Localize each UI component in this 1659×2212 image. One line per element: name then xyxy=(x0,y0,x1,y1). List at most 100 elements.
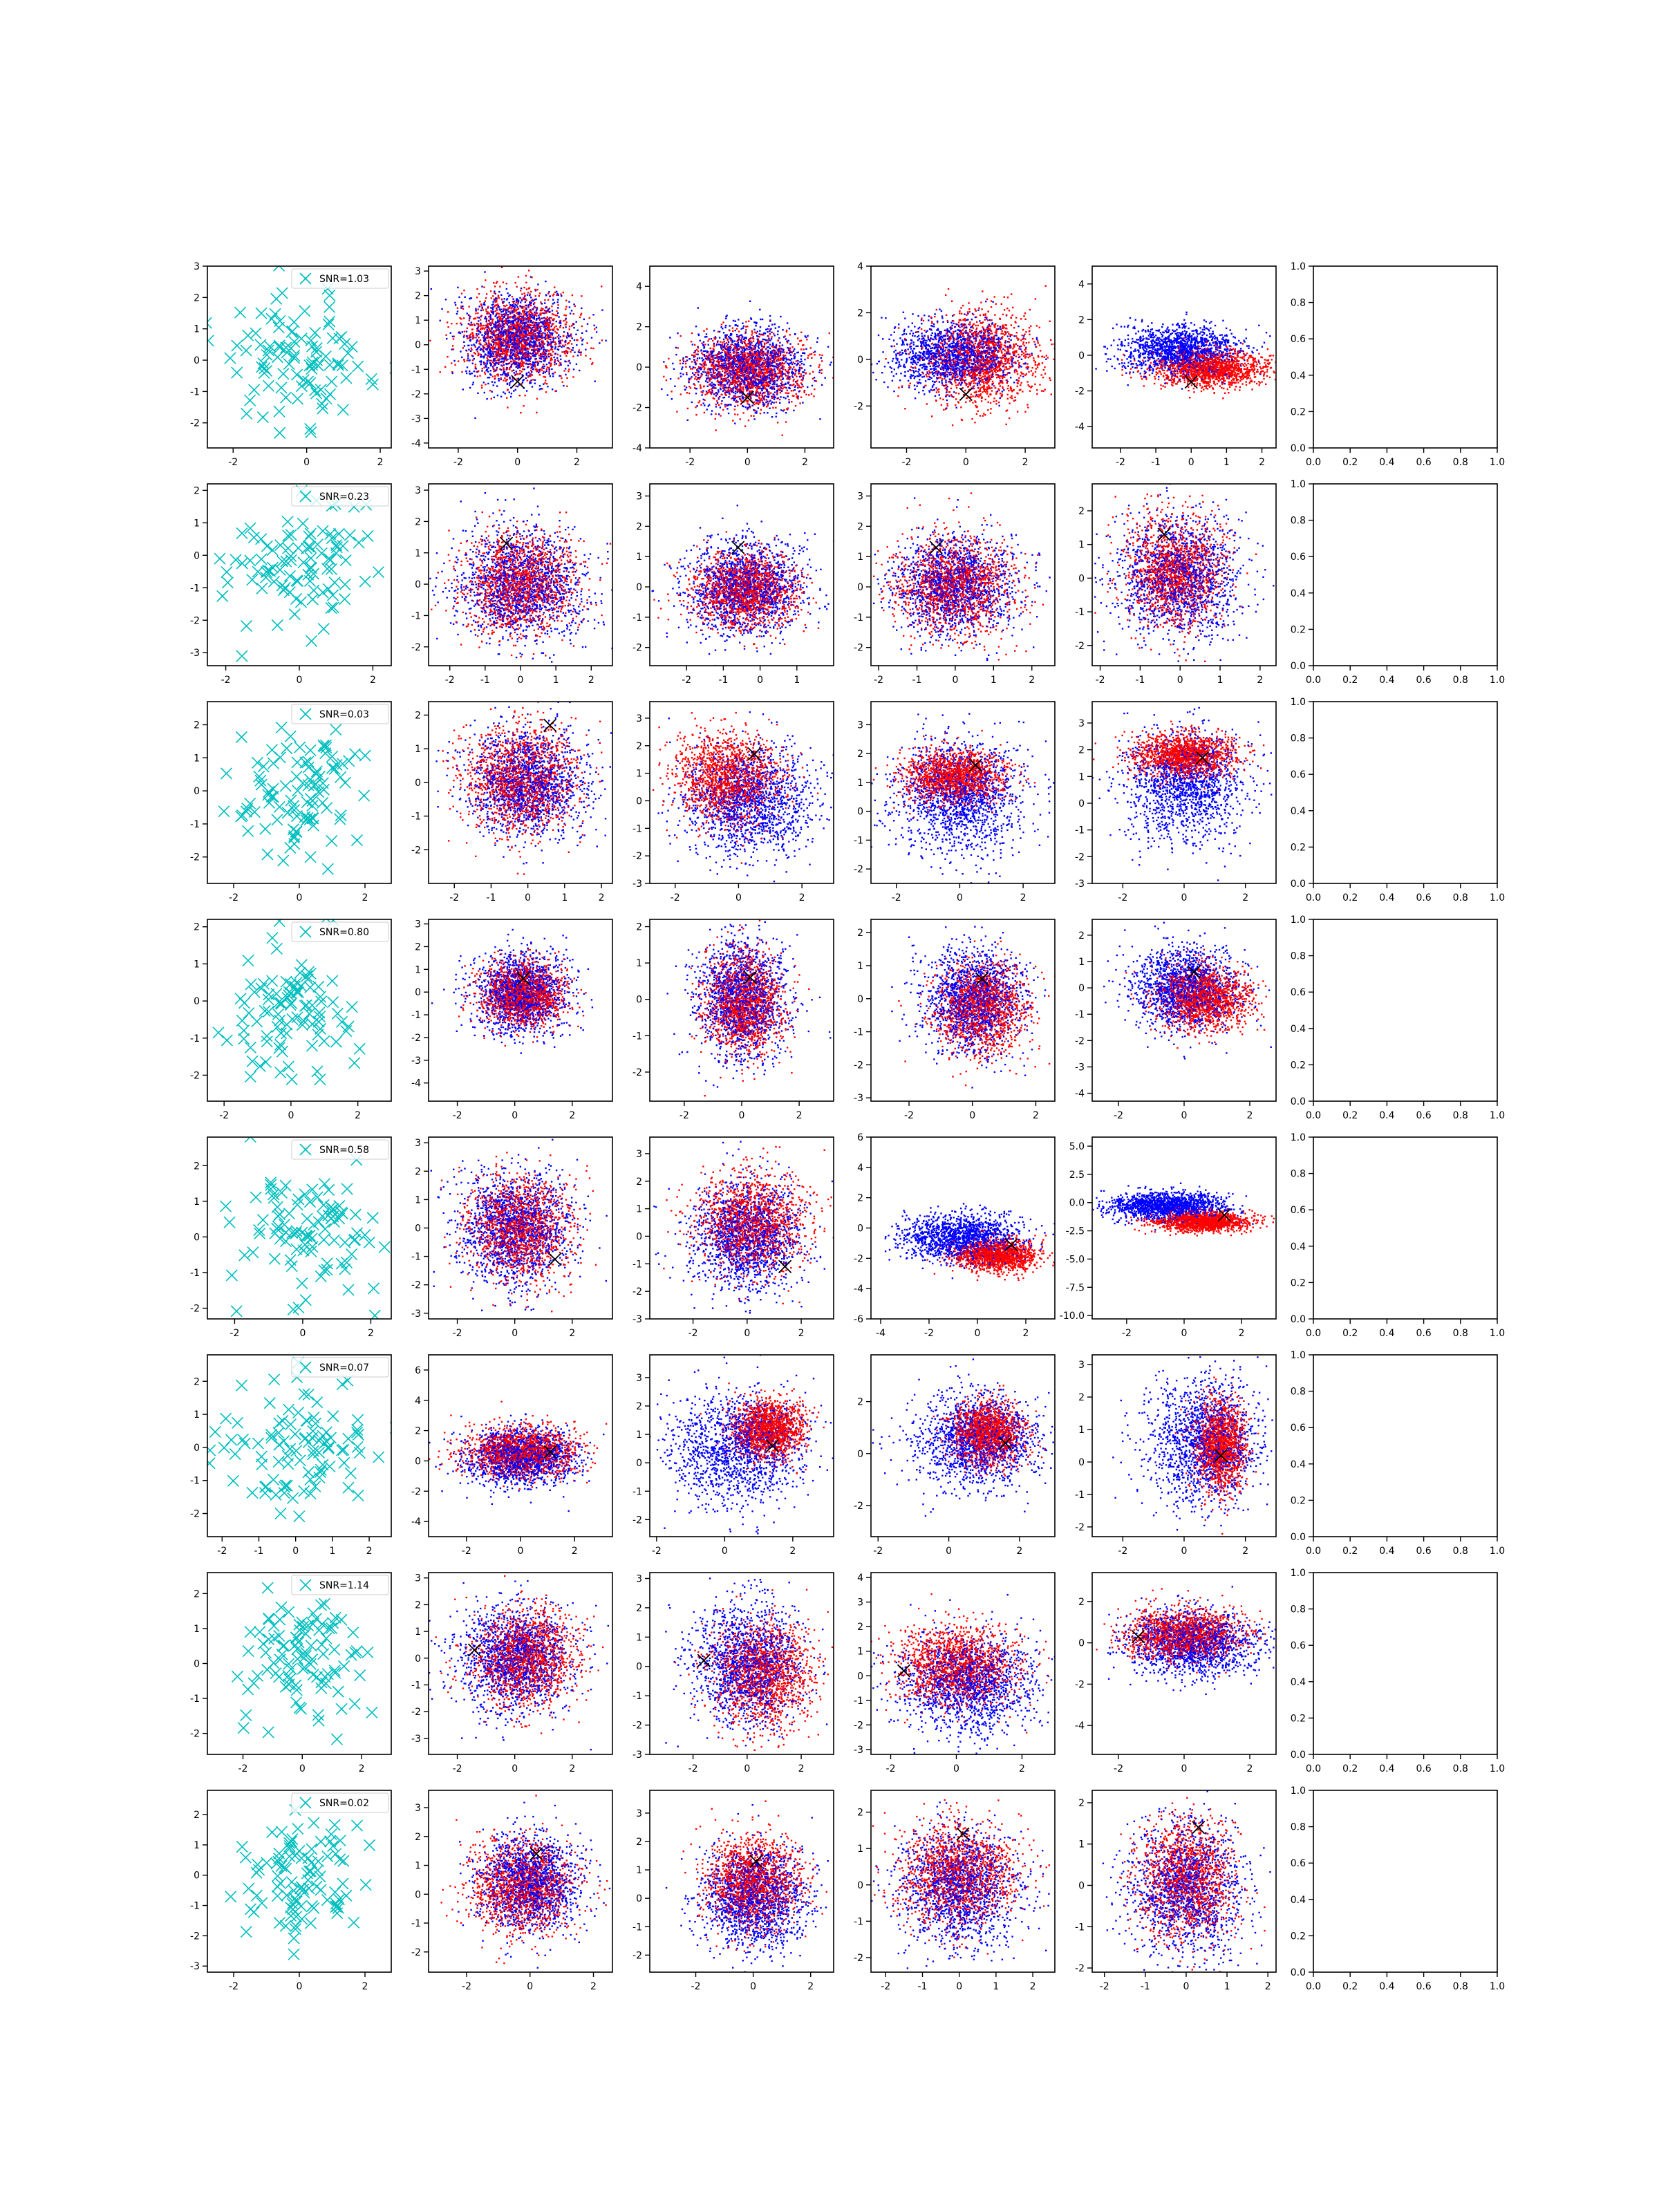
point-blue xyxy=(494,382,496,383)
point-blue xyxy=(771,386,773,388)
point-red xyxy=(521,371,523,372)
point-blue xyxy=(531,366,532,368)
point-blue xyxy=(516,331,517,332)
point-blue xyxy=(535,299,536,300)
point-blue xyxy=(505,393,506,394)
point-blue xyxy=(517,386,518,387)
point-red xyxy=(589,317,590,319)
point-blue xyxy=(496,297,497,299)
point-blue xyxy=(541,361,542,362)
point-red xyxy=(533,347,534,348)
point-blue xyxy=(728,396,729,397)
point-blue xyxy=(721,400,722,402)
point-red xyxy=(447,356,448,357)
point-red xyxy=(738,330,740,332)
point-blue xyxy=(469,340,471,341)
point-blue xyxy=(534,335,536,337)
point-red xyxy=(516,386,517,387)
point-blue xyxy=(498,306,500,308)
axes-background xyxy=(429,266,612,448)
point-red xyxy=(723,363,724,364)
point-blue xyxy=(560,325,561,326)
point-red xyxy=(694,384,695,386)
point-blue xyxy=(516,358,517,359)
point-red xyxy=(751,364,753,366)
point-red xyxy=(484,344,485,345)
point-red xyxy=(793,362,794,363)
point-red xyxy=(779,388,780,390)
point-red xyxy=(547,341,548,342)
point-red xyxy=(554,360,556,362)
point-red xyxy=(494,336,496,337)
point-blue xyxy=(506,309,507,310)
point-blue xyxy=(510,341,512,343)
point-red xyxy=(561,351,563,353)
point-blue xyxy=(771,338,772,339)
point-red xyxy=(474,352,475,353)
point-red xyxy=(479,301,480,302)
point-blue xyxy=(467,355,469,357)
point-blue xyxy=(785,357,787,359)
point-blue xyxy=(550,339,551,340)
point-blue xyxy=(548,330,550,332)
point-red xyxy=(445,335,447,336)
point-red xyxy=(763,406,765,407)
point-red xyxy=(508,307,509,308)
point-red xyxy=(519,395,521,396)
point-blue xyxy=(771,402,773,403)
point-red xyxy=(456,323,458,324)
point-red xyxy=(550,317,552,319)
point-red xyxy=(547,334,548,335)
point-red xyxy=(552,319,554,320)
point-blue xyxy=(770,352,771,353)
point-red xyxy=(498,337,500,338)
x-tick-label: 0 xyxy=(514,457,521,468)
point-blue xyxy=(507,324,508,326)
point-red xyxy=(529,346,531,348)
point-blue xyxy=(488,367,489,368)
point-blue xyxy=(491,391,493,393)
point-blue xyxy=(559,322,560,324)
point-red xyxy=(486,319,487,321)
point-blue xyxy=(473,382,474,383)
point-blue xyxy=(526,312,527,313)
point-red xyxy=(506,397,507,398)
point-red xyxy=(541,369,543,371)
point-red xyxy=(558,346,559,347)
point-blue xyxy=(525,351,527,353)
point-red xyxy=(504,329,505,330)
point-blue xyxy=(514,348,516,349)
point-blue xyxy=(535,362,536,363)
point-red xyxy=(515,327,516,328)
point-red xyxy=(709,338,710,339)
point-blue xyxy=(477,393,478,394)
point-blue xyxy=(486,369,487,371)
point-red xyxy=(527,376,529,377)
point-red xyxy=(556,332,557,334)
point-red xyxy=(756,402,757,403)
point-blue xyxy=(537,328,538,329)
point-red xyxy=(706,393,708,394)
point-blue xyxy=(797,360,798,362)
point-blue xyxy=(494,351,496,353)
point-blue xyxy=(467,335,468,337)
point-red xyxy=(513,308,514,310)
point-red xyxy=(482,349,483,350)
point-red xyxy=(753,341,754,342)
point-blue xyxy=(486,321,487,322)
point-blue xyxy=(500,343,502,344)
point-blue xyxy=(498,327,499,328)
point-blue xyxy=(532,322,533,324)
point-blue xyxy=(558,316,559,317)
point-red xyxy=(494,377,496,379)
point-red xyxy=(529,287,530,288)
point-blue xyxy=(532,315,533,316)
point-red xyxy=(818,364,820,366)
point-blue xyxy=(574,352,575,353)
point-blue xyxy=(493,359,494,361)
point-blue xyxy=(793,410,794,411)
point-blue xyxy=(478,346,480,348)
point-blue xyxy=(495,370,496,371)
point-blue xyxy=(471,322,472,324)
point-blue xyxy=(543,384,544,385)
